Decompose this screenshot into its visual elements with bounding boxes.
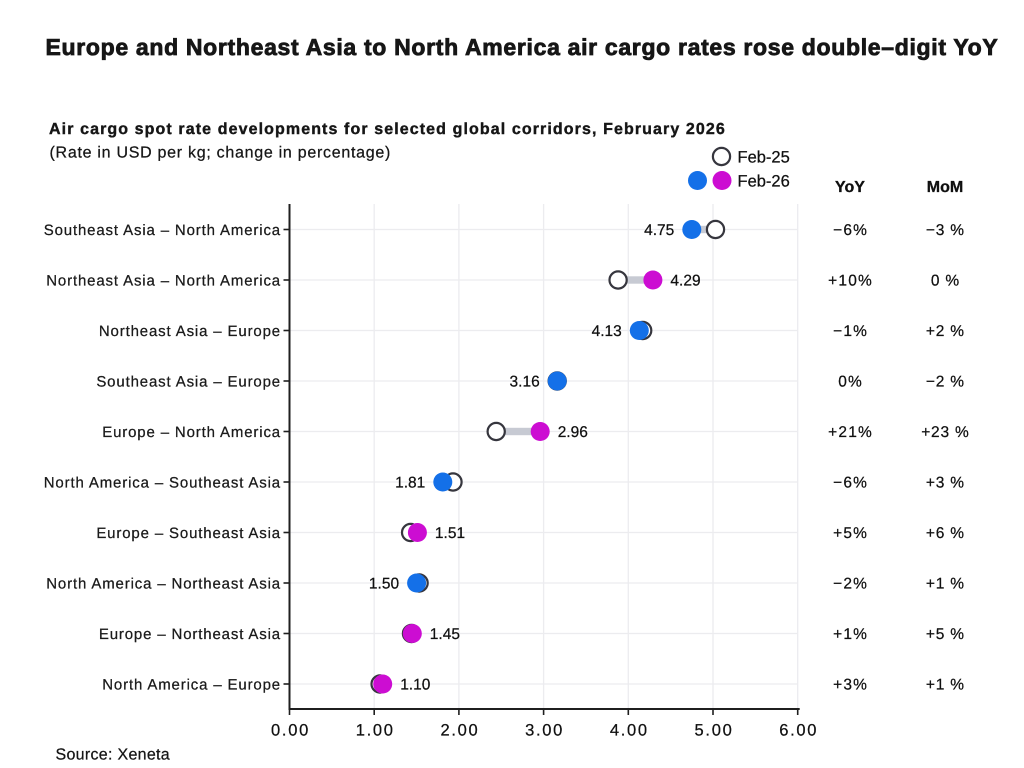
svg-text:+3%: +3% xyxy=(833,677,868,694)
svg-text:+5 %: +5 % xyxy=(926,626,965,643)
svg-text:4.13: 4.13 xyxy=(592,323,622,340)
svg-text:Europe – North America: Europe – North America xyxy=(102,424,281,441)
svg-text:+1 %: +1 % xyxy=(926,677,965,694)
svg-text:−1%: −1% xyxy=(833,323,868,340)
svg-text:Feb-25: Feb-25 xyxy=(738,148,790,166)
svg-text:−6%: −6% xyxy=(833,222,868,239)
svg-text:2.96: 2.96 xyxy=(558,424,588,441)
svg-text:4.00: 4.00 xyxy=(610,722,649,740)
svg-text:Southeast Asia – Europe: Southeast Asia – Europe xyxy=(96,374,281,391)
svg-text:+5%: +5% xyxy=(833,525,868,542)
svg-text:1.00: 1.00 xyxy=(356,722,395,740)
svg-text:+6 %: +6 % xyxy=(926,525,965,542)
svg-text:0.00: 0.00 xyxy=(271,722,310,740)
svg-text:Source: Xeneta: Source: Xeneta xyxy=(56,747,171,764)
svg-text:+3 %: +3 % xyxy=(926,475,965,492)
svg-text:+23 %: +23 % xyxy=(921,424,969,441)
svg-text:1.51: 1.51 xyxy=(435,525,465,542)
svg-text:Southeast Asia – North America: Southeast Asia – North America xyxy=(44,222,281,239)
svg-text:Feb-26: Feb-26 xyxy=(738,172,790,190)
svg-text:0%: 0% xyxy=(838,374,863,391)
svg-text:+1%: +1% xyxy=(833,626,868,643)
svg-text:6.00: 6.00 xyxy=(779,722,818,740)
svg-text:−3 %: −3 % xyxy=(926,222,965,239)
svg-text:1.45: 1.45 xyxy=(430,626,460,643)
svg-text:MoM: MoM xyxy=(927,179,963,196)
svg-text:Air cargo spot rate developmen: Air cargo spot rate developments for sel… xyxy=(49,121,726,138)
svg-text:Northeast Asia – North America: Northeast Asia – North America xyxy=(46,273,281,290)
svg-text:(Rate in USD per kg; change in: (Rate in USD per kg; change in percentag… xyxy=(50,145,392,162)
svg-text:5.00: 5.00 xyxy=(695,722,734,740)
svg-text:1.81: 1.81 xyxy=(395,475,425,492)
svg-text:0 %: 0 % xyxy=(931,273,960,290)
svg-text:2.00: 2.00 xyxy=(440,722,479,740)
svg-text:3.00: 3.00 xyxy=(525,722,564,740)
svg-text:4.29: 4.29 xyxy=(670,273,700,290)
svg-text:4.75: 4.75 xyxy=(644,222,674,239)
svg-text:North America – Southeast Asia: North America – Southeast Asia xyxy=(44,475,281,492)
svg-text:+21%: +21% xyxy=(828,424,873,441)
svg-text:+2 %: +2 % xyxy=(926,323,965,340)
svg-text:1.50: 1.50 xyxy=(369,576,400,593)
svg-text:3.16: 3.16 xyxy=(510,374,540,391)
svg-text:−2%: −2% xyxy=(833,576,868,593)
svg-text:Europe – Southeast Asia: Europe – Southeast Asia xyxy=(96,525,281,542)
svg-text:North America – Europe: North America – Europe xyxy=(102,677,281,694)
svg-text:Northeast Asia – Europe: Northeast Asia – Europe xyxy=(99,323,281,340)
svg-text:−6%: −6% xyxy=(833,475,868,492)
svg-text:−2 %: −2 % xyxy=(926,374,965,391)
svg-text:1.10: 1.10 xyxy=(400,677,431,694)
svg-text:Europe and Northeast Asia to N: Europe and Northeast Asia to North Ameri… xyxy=(46,34,999,60)
svg-text:Europe – Northeast Asia: Europe – Northeast Asia xyxy=(99,626,281,643)
svg-text:North America – Northeast Asia: North America – Northeast Asia xyxy=(46,576,281,593)
svg-text:+10%: +10% xyxy=(828,273,873,290)
svg-text:+1 %: +1 % xyxy=(926,576,965,593)
svg-text:YoY: YoY xyxy=(835,179,865,196)
